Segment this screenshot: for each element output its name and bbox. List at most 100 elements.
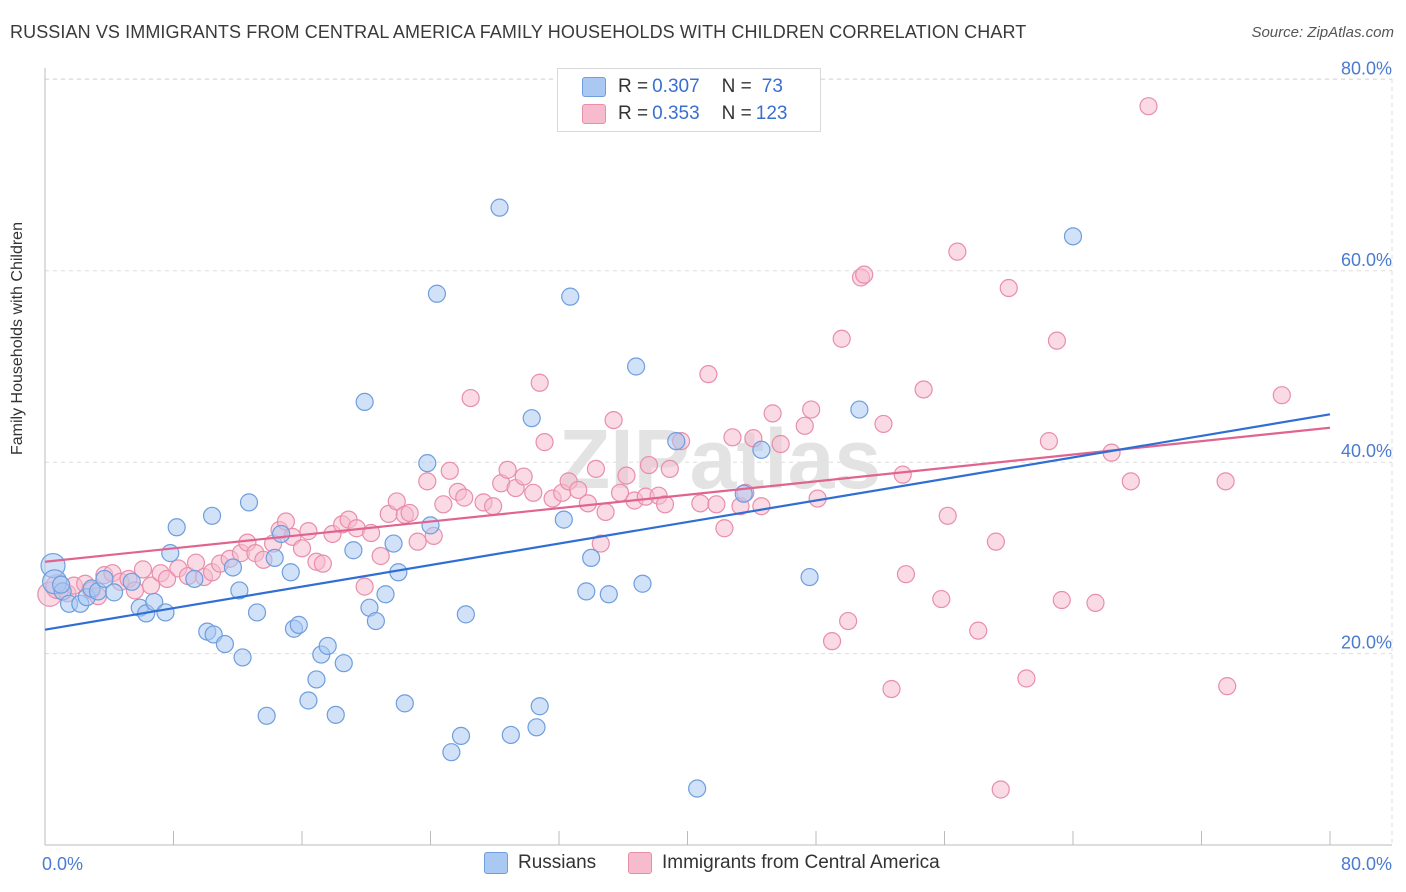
immigrants-point: [723, 428, 742, 447]
russians-point: [599, 585, 618, 604]
russians-point: [501, 725, 520, 745]
russians-point: [289, 615, 308, 634]
russians-point: [1063, 227, 1083, 246]
series-legend: Russians Immigrants from Central America: [0, 852, 1406, 876]
immigrants-point: [1139, 97, 1158, 116]
immigrants-point: [991, 780, 1010, 799]
immigrants-point: [948, 242, 967, 261]
russians-point: [490, 198, 509, 217]
legend-item-immigrants: Immigrants from Central America: [628, 852, 940, 874]
russians-point: [355, 392, 374, 412]
russians-point: [451, 726, 471, 746]
x-tick-label: 0.0%: [42, 854, 83, 874]
russians-point: [688, 779, 707, 798]
immigrants-point: [569, 480, 588, 500]
russians-point: [51, 575, 71, 594]
russians-point: [395, 694, 414, 713]
immigrants-point: [969, 621, 988, 640]
immigrants-point: [617, 466, 636, 485]
immigrants-point: [604, 410, 623, 430]
russians-point: [633, 574, 652, 593]
immigrants-point: [655, 495, 675, 514]
immigrants-point: [530, 373, 549, 392]
immigrants-point: [822, 632, 842, 651]
immigrants-point: [699, 365, 718, 384]
russians-point: [307, 670, 326, 689]
immigrants-point: [292, 539, 312, 558]
legend-item-russians: Russians: [484, 852, 596, 874]
russians-point: [334, 654, 353, 673]
y-tick-labels: 20.0% 40.0% 60.0% 80.0%: [1341, 58, 1392, 652]
immigrants-point: [157, 569, 177, 589]
immigrants-point: [752, 497, 771, 516]
immigrants-point: [763, 404, 782, 423]
legend-label: Russians: [518, 852, 597, 873]
immigrants-point: [591, 534, 610, 553]
legend-label: Immigrants from Central America: [662, 852, 940, 873]
source-credit: Source: ZipAtlas.com: [1251, 24, 1394, 41]
immigrants-point: [455, 488, 474, 507]
immigrants-point: [484, 497, 503, 516]
y-tick-label: 20.0%: [1341, 633, 1392, 653]
russians-trend-line: [44, 413, 1331, 631]
immigrants-points: [37, 97, 1291, 799]
russians-point: [202, 506, 222, 525]
russians-point: [299, 691, 318, 710]
immigrants-point: [986, 532, 1006, 551]
legend-row-russians: R = 0.307 N = 73: [582, 75, 783, 99]
r-value: 0.353: [652, 103, 700, 124]
n-label: N =: [721, 76, 752, 97]
immigrants-point: [938, 506, 957, 525]
immigrants-point: [440, 461, 459, 480]
x-tick-labels: 0.0% 80.0%: [42, 854, 1392, 874]
immigrants-point: [660, 459, 679, 478]
immigrants-point: [874, 414, 893, 434]
immigrants-point: [498, 460, 517, 479]
russians-point: [530, 697, 549, 716]
immigrants-point: [802, 400, 821, 419]
russians-point: [318, 636, 337, 656]
russians-point: [344, 541, 363, 560]
immigrants-point: [771, 434, 790, 454]
immigrants-point: [524, 483, 543, 502]
immigrants-point: [418, 472, 437, 491]
axes: [44, 68, 1392, 846]
russians-point: [800, 567, 819, 587]
russians-point: [215, 634, 234, 654]
russians-point: [667, 432, 686, 451]
russians-point: [167, 518, 186, 537]
russians-point: [104, 583, 124, 602]
russians-point: [626, 357, 646, 376]
chart-title: RUSSIAN VS IMMIGRANTS FROM CENTRAL AMERI…: [10, 22, 1027, 42]
immigrants-point: [578, 494, 598, 513]
russians-point: [272, 524, 291, 544]
immigrants-point: [1086, 593, 1105, 612]
immigrants-point: [1047, 331, 1067, 350]
russians-point: [233, 648, 252, 667]
immigrants-point: [1216, 472, 1235, 491]
n-value: 123: [755, 103, 788, 124]
x-tick-label: 80.0%: [1341, 854, 1392, 874]
immigrants-point: [832, 329, 851, 348]
russians-point: [582, 548, 601, 568]
russians-point: [366, 611, 385, 631]
russians-point: [427, 284, 447, 303]
n-label: N =: [721, 103, 752, 124]
russians-point: [577, 582, 596, 601]
russians-point: [554, 510, 573, 529]
russians-point: [265, 548, 284, 568]
legend-row-immigrants: R = 0.353 N = 123: [582, 102, 787, 126]
russians-point: [122, 572, 141, 591]
y-axis-label: Family Households with Children: [9, 222, 26, 455]
immigrants-point: [461, 388, 480, 408]
r-label: R =: [618, 103, 649, 124]
immigrants-point: [691, 494, 710, 513]
immigrants-point: [133, 560, 153, 579]
russians-point: [527, 718, 546, 737]
russians-point: [223, 558, 243, 577]
russians-point: [95, 569, 114, 589]
immigrants-point: [400, 503, 419, 523]
russians-swatch: [484, 852, 508, 874]
immigrants-point: [639, 455, 659, 475]
immigrants-point: [535, 433, 554, 452]
